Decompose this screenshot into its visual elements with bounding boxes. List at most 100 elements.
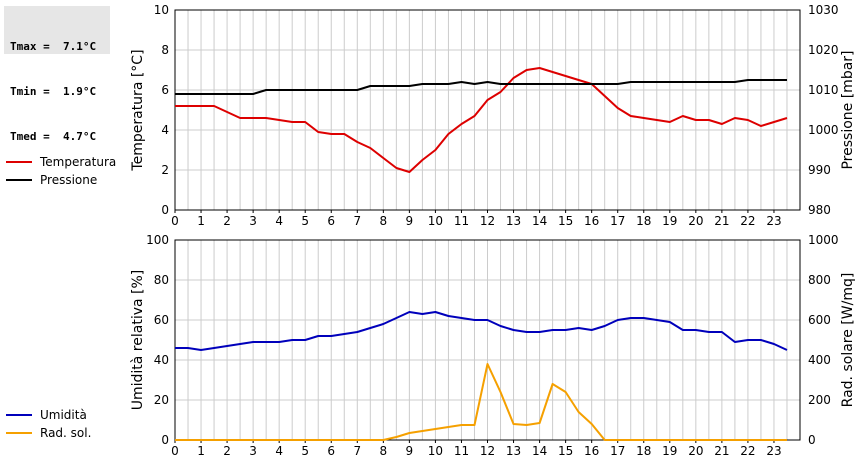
- x-tick-label: 13: [506, 444, 521, 458]
- y-axis-title: Temperatura [°C]: [130, 49, 146, 171]
- legend-swatch-temperature: [6, 161, 32, 163]
- y2-tick-label: 600: [808, 313, 831, 327]
- y2-tick-label: 1000: [808, 123, 839, 137]
- series-line-umidit: [175, 311, 788, 351]
- x-tick-label: 7: [353, 214, 361, 228]
- y-tick-label: 4: [161, 123, 169, 137]
- x-tick-label: 3: [249, 444, 257, 458]
- x-tick-label: 9: [406, 214, 414, 228]
- y2-tick-label: 400: [808, 353, 831, 367]
- y-tick-label: 60: [154, 313, 169, 327]
- y-tick-label: 2: [161, 163, 169, 177]
- y-tick-label: 10: [154, 3, 169, 17]
- legend-swatch-radiation: [6, 432, 32, 434]
- x-tick-label: 5: [301, 444, 309, 458]
- x-tick-label: 8: [380, 444, 388, 458]
- y-tick-label: 6: [161, 83, 169, 97]
- x-tick-label: 6: [327, 214, 335, 228]
- x-tick-label: 15: [558, 214, 573, 228]
- stats-box: Tmax = 7.1°C Tmin = 1.9°C Tmed = 4.7°C: [4, 6, 110, 143]
- y2-tick-label: 1030: [808, 3, 839, 17]
- x-tick-label: 9: [406, 444, 414, 458]
- legend-label-pressure: Pressione: [40, 173, 98, 187]
- x-tick-label: 16: [584, 214, 599, 228]
- y-tick-label: 0: [161, 433, 169, 447]
- y2-tick-label: 800: [808, 273, 831, 287]
- x-tick-label: 3: [249, 214, 257, 228]
- legend-item-temperature: Temperatura: [6, 153, 116, 171]
- legend-swatch-humidity: [6, 414, 32, 416]
- y2-tick-label: 0: [808, 433, 816, 447]
- x-tick-label: 19: [662, 444, 677, 458]
- chart-panel-hum: 0 1 2 3 4 5 6 7 8 9 10 11 12 13 14 15 16 17 18 19 20 21 22 2302…: [130, 233, 856, 458]
- legend-swatch-pressure: [6, 179, 32, 181]
- x-tick-label: 15: [558, 444, 573, 458]
- y-tick-label: 80: [154, 273, 169, 287]
- x-tick-label: 5: [301, 214, 309, 228]
- legend-bottom: Umidità Rad. sol.: [6, 406, 91, 442]
- x-tick-label: 20: [688, 214, 703, 228]
- tmed-label: Tmed = 4.7°C: [10, 130, 97, 143]
- x-tick-label: 22: [740, 444, 755, 458]
- y2-tick-label: 990: [808, 163, 831, 177]
- x-tick-label: 23: [766, 444, 781, 458]
- y2-axis-title: Rad. solare [W/mq]: [840, 273, 856, 408]
- y-axis-title: Umidità relativa [%]: [130, 270, 146, 411]
- y-tick-label: 20: [154, 393, 169, 407]
- x-tick-label: 22: [740, 214, 755, 228]
- x-tick-label: 19: [662, 214, 677, 228]
- x-tick-label: 17: [610, 444, 625, 458]
- chart-panel-temp: 0 1 2 3 4 5 6 7 8 9 10 11 12 13 14 15 16 17 18 19 20 21 22 2302…: [130, 3, 856, 228]
- y2-tick-label: 1010: [808, 83, 839, 97]
- x-tick-label: 21: [714, 444, 729, 458]
- y2-tick-label: 980: [808, 203, 831, 217]
- x-tick-label: 14: [532, 214, 547, 228]
- x-tick-label: 14: [532, 444, 547, 458]
- x-tick-label: 11: [454, 214, 469, 228]
- x-tick-label: 20: [688, 444, 703, 458]
- x-tick-label: 7: [353, 444, 361, 458]
- x-tick-label: 2: [223, 214, 231, 228]
- series-line-rad-sol: [175, 363, 787, 441]
- y-tick-label: 100: [146, 233, 169, 247]
- x-tick-label: 16: [584, 444, 599, 458]
- x-tick-label: 21: [714, 214, 729, 228]
- y2-axis-title: Pressione [mbar]: [840, 50, 856, 169]
- x-tick-label: 10: [428, 444, 443, 458]
- y2-tick-label: 1020: [808, 43, 839, 57]
- x-tick-label: 11: [454, 444, 469, 458]
- x-tick-label: 4: [275, 444, 283, 458]
- legend-item-radiation: Rad. sol.: [6, 424, 91, 442]
- x-tick-label: 8: [380, 214, 388, 228]
- series-line-temperatura: [175, 67, 788, 173]
- x-tick-label: 4: [275, 214, 283, 228]
- legend-label-radiation: Rad. sol.: [40, 426, 92, 440]
- x-tick-label: 6: [327, 444, 335, 458]
- legend-top: Temperatura Pressione: [6, 153, 116, 189]
- x-tick-label: 18: [636, 444, 651, 458]
- x-tick-label: 10: [428, 214, 443, 228]
- x-tick-label: 12: [480, 444, 495, 458]
- y-tick-label: 0: [161, 203, 169, 217]
- y2-tick-label: 200: [808, 393, 831, 407]
- y-tick-label: 8: [161, 43, 169, 57]
- legend-label-temperature: Temperatura: [40, 155, 117, 169]
- y2-tick-label: 1000: [808, 233, 839, 247]
- legend-item-pressure: Pressione: [6, 171, 116, 189]
- x-tick-label: 23: [766, 214, 781, 228]
- x-tick-label: 17: [610, 214, 625, 228]
- x-tick-label: 13: [506, 214, 521, 228]
- x-tick-label: 1: [197, 214, 205, 228]
- x-tick-label: 0: [171, 444, 179, 458]
- x-tick-label: 18: [636, 214, 651, 228]
- y-tick-label: 40: [154, 353, 169, 367]
- tmin-label: Tmin = 1.9°C: [10, 85, 97, 98]
- legend-item-humidity: Umidità: [6, 406, 91, 424]
- x-tick-label: 0: [171, 214, 179, 228]
- series-line-pressione: [175, 79, 787, 95]
- legend-label-humidity: Umidità: [40, 408, 87, 422]
- x-tick-label: 1: [197, 444, 205, 458]
- tmax-label: Tmax = 7.1°C: [10, 40, 97, 53]
- x-tick-label: 2: [223, 444, 231, 458]
